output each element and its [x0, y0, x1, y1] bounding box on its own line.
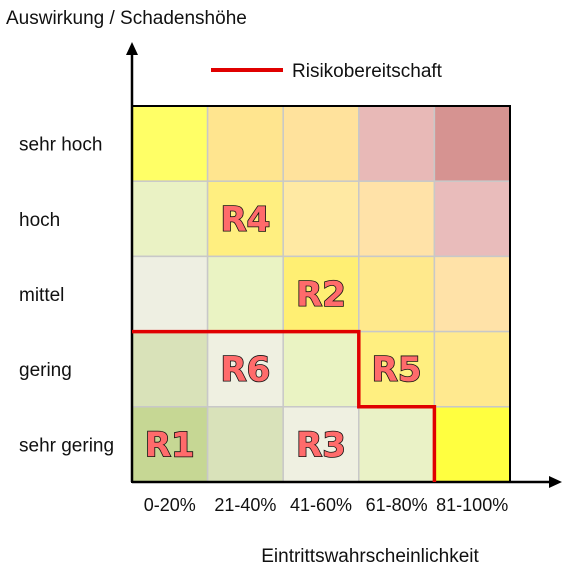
risk-label: R5	[372, 350, 422, 390]
risk-label: R3	[296, 425, 346, 465]
matrix-cell	[282, 255, 360, 333]
matrix-cell	[131, 330, 209, 408]
risk-label: R2	[296, 275, 346, 315]
matrix-cell	[131, 180, 209, 258]
risk-appetite-line	[132, 329, 437, 482]
row-label: mittel	[19, 285, 64, 306]
matrix-cell	[358, 180, 436, 258]
column-label: 0-20%	[144, 495, 196, 515]
matrix-cell	[358, 330, 436, 408]
row-label: sehr hoch	[19, 135, 102, 156]
matrix-cell	[358, 406, 436, 483]
matrix-cell	[131, 105, 209, 182]
row-label: sehr gering	[19, 435, 114, 456]
matrix-cell	[358, 105, 436, 182]
matrix-cell	[433, 180, 511, 258]
matrix-grid	[131, 105, 511, 483]
risk-label: R4	[220, 200, 270, 240]
matrix-cell	[206, 105, 284, 182]
matrix-cell	[131, 255, 209, 333]
matrix-cell	[206, 406, 284, 483]
y-axis-title: Auswirkung / Schadenshöhe	[6, 8, 247, 29]
legend-label: Risikobereitschaft	[292, 61, 443, 82]
matrix-cell	[358, 255, 436, 333]
risk-label: R6	[220, 350, 270, 390]
column-label: 21-40%	[214, 495, 276, 515]
column-label: 41-60%	[290, 495, 352, 515]
column-label: 61-80%	[366, 495, 428, 515]
risk-label: R1	[145, 425, 195, 465]
matrix-cell	[433, 255, 511, 333]
matrix-cell	[433, 330, 511, 408]
matrix-cell	[282, 330, 360, 408]
matrix-cell	[282, 105, 360, 182]
matrix-cell	[282, 180, 360, 258]
matrix-cell	[206, 255, 284, 333]
matrix-cell	[433, 406, 511, 483]
row-label: gering	[19, 360, 72, 381]
x-axis-title: Eintrittswahrscheinlichkeit	[261, 546, 479, 567]
column-label: 81-100%	[436, 495, 508, 515]
row-label: hoch	[19, 210, 60, 231]
matrix-cell	[433, 105, 511, 182]
